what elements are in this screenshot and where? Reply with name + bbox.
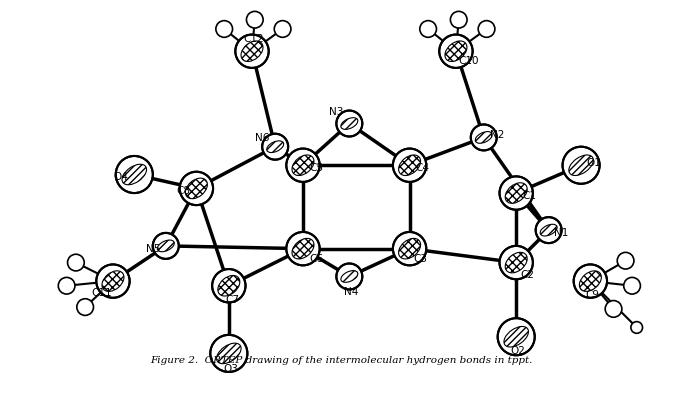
Ellipse shape — [341, 271, 358, 283]
Text: C9: C9 — [585, 290, 599, 299]
Text: C4: C4 — [415, 163, 430, 173]
Circle shape — [180, 172, 213, 206]
Ellipse shape — [292, 239, 314, 259]
Circle shape — [286, 149, 320, 182]
Text: C11: C11 — [91, 288, 112, 298]
Ellipse shape — [505, 183, 527, 204]
Circle shape — [116, 156, 153, 194]
Circle shape — [210, 335, 248, 372]
Circle shape — [471, 125, 496, 151]
Text: N2: N2 — [490, 130, 504, 140]
Circle shape — [336, 111, 362, 137]
Text: O4: O4 — [114, 172, 129, 182]
Ellipse shape — [341, 118, 358, 130]
Text: N1: N1 — [554, 227, 569, 237]
Circle shape — [478, 22, 495, 38]
Circle shape — [450, 12, 467, 29]
Circle shape — [96, 265, 130, 298]
Ellipse shape — [218, 276, 240, 296]
Circle shape — [631, 322, 642, 334]
Circle shape — [439, 35, 473, 69]
Text: C7: C7 — [226, 294, 239, 304]
Text: O3: O3 — [223, 363, 238, 373]
Circle shape — [235, 35, 269, 69]
Text: C6: C6 — [309, 253, 323, 263]
Ellipse shape — [445, 42, 467, 62]
Text: C1: C1 — [522, 190, 536, 200]
Circle shape — [393, 149, 426, 182]
Text: C2: C2 — [520, 269, 534, 279]
Text: N4: N4 — [344, 287, 358, 297]
Circle shape — [336, 264, 362, 290]
Circle shape — [153, 233, 179, 259]
Text: O1: O1 — [587, 157, 602, 167]
Ellipse shape — [241, 42, 263, 62]
Circle shape — [77, 299, 93, 316]
Text: C3: C3 — [414, 253, 428, 263]
Circle shape — [498, 318, 535, 355]
Circle shape — [624, 278, 640, 294]
Ellipse shape — [475, 132, 492, 144]
Text: N5: N5 — [146, 243, 160, 253]
Circle shape — [605, 301, 622, 318]
Ellipse shape — [504, 327, 529, 347]
Ellipse shape — [122, 165, 147, 185]
Circle shape — [274, 22, 291, 38]
Circle shape — [420, 22, 436, 38]
Ellipse shape — [102, 271, 124, 292]
Circle shape — [286, 233, 320, 266]
Circle shape — [535, 218, 561, 243]
Circle shape — [563, 147, 599, 184]
Circle shape — [499, 246, 533, 279]
Circle shape — [216, 22, 233, 38]
Ellipse shape — [398, 156, 421, 176]
Text: C12: C12 — [243, 34, 264, 44]
Ellipse shape — [292, 156, 314, 176]
Circle shape — [68, 255, 85, 271]
Text: Figure 2.  ORTEP drawing of the intermolecular hydrogen bonds in tppt.: Figure 2. ORTEP drawing of the intermole… — [150, 355, 532, 365]
Ellipse shape — [186, 179, 207, 199]
Ellipse shape — [569, 156, 593, 176]
Ellipse shape — [267, 142, 284, 153]
Circle shape — [246, 12, 263, 29]
Ellipse shape — [398, 239, 421, 259]
Ellipse shape — [580, 271, 602, 292]
Text: C5: C5 — [309, 163, 323, 173]
Ellipse shape — [540, 225, 557, 236]
Text: O2: O2 — [511, 345, 526, 355]
Ellipse shape — [505, 253, 527, 273]
Ellipse shape — [158, 241, 175, 252]
Ellipse shape — [217, 343, 241, 364]
Text: N3: N3 — [329, 106, 344, 116]
Circle shape — [58, 278, 75, 294]
Text: C8: C8 — [177, 186, 190, 196]
Circle shape — [212, 269, 246, 303]
Circle shape — [393, 233, 426, 266]
Circle shape — [574, 265, 607, 298]
Circle shape — [617, 253, 634, 269]
Text: N6: N6 — [255, 133, 269, 143]
Circle shape — [499, 177, 533, 210]
Circle shape — [262, 134, 288, 160]
Text: C10: C10 — [459, 57, 479, 66]
